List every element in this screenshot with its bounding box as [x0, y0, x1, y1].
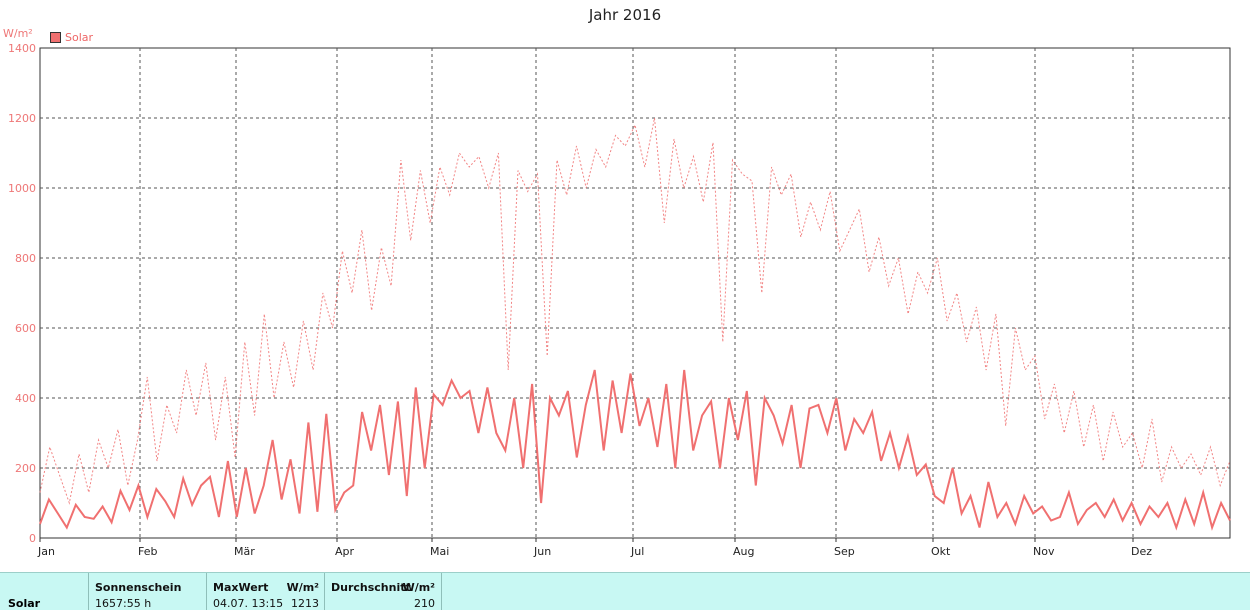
x-tick-label: Nov	[1033, 545, 1055, 558]
maxwert-date: 04.07. 13:15	[213, 597, 284, 610]
durchschnitt-unit: W/m²	[402, 581, 435, 594]
legend-label: Solar	[65, 31, 94, 44]
series-max-line	[39, 117, 1231, 505]
x-tick-label: Sep	[834, 545, 855, 558]
maxwert-value: 1213	[291, 597, 319, 610]
maxwert-unit: W/m²	[286, 581, 319, 594]
x-tick-label: Jul	[630, 545, 644, 558]
durchschnitt-header: Durchschnitt	[331, 581, 411, 594]
y-tick-label: 0	[29, 532, 36, 545]
chart-title: Jahr 2016	[588, 6, 662, 24]
sonnenschein-cell: Sonnenschein 1657:55 h	[88, 573, 207, 610]
row-label: Solar	[8, 597, 41, 610]
y-tick-label: 1000	[8, 182, 36, 195]
y-tick-label: 600	[15, 322, 36, 335]
sonnenschein-header: Sonnenschein	[95, 581, 182, 594]
y-tick-label: 1400	[8, 42, 36, 55]
y-tick-label: 1200	[8, 112, 36, 125]
legend: Solar	[50, 31, 93, 44]
x-tick-label: Okt	[931, 545, 951, 558]
y-tick-label: 800	[15, 252, 36, 265]
series-solar-line	[39, 369, 1231, 531]
sonnenschein-value: 1657:55 h	[95, 597, 152, 610]
maxwert-header: MaxWert	[213, 581, 269, 594]
x-tick-label: Dez	[1131, 545, 1152, 558]
line-chart: 0 200 400 600 800 1000 1200 1400 Jan Feb Mär Apr Mai…	[8, 42, 1231, 558]
legend-swatch	[50, 32, 61, 43]
x-tick-label: Mär	[234, 545, 255, 558]
x-tick-label: Apr	[335, 545, 355, 558]
maxwert-cell: MaxWert W/m² 04.07. 13:15 1213	[206, 573, 325, 610]
x-tick-label: Feb	[138, 545, 157, 558]
x-tick-label: Aug	[733, 545, 754, 558]
y-tick-label: 400	[15, 392, 36, 405]
summary-table: Solar Sonnenschein 1657:55 h MaxWert W/m…	[0, 572, 1250, 610]
durchschnitt-value: 210	[414, 597, 435, 610]
x-tick-label: Jun	[533, 545, 551, 558]
x-tick-label: Jan	[37, 545, 55, 558]
y-axis-unit: W/m²	[3, 27, 33, 40]
x-tick-label: Mai	[430, 545, 449, 558]
y-tick-label: 200	[15, 462, 36, 475]
plot-frame	[39, 47, 1231, 539]
durchschnitt-cell: Durchschnitt W/m² 210	[324, 573, 442, 610]
